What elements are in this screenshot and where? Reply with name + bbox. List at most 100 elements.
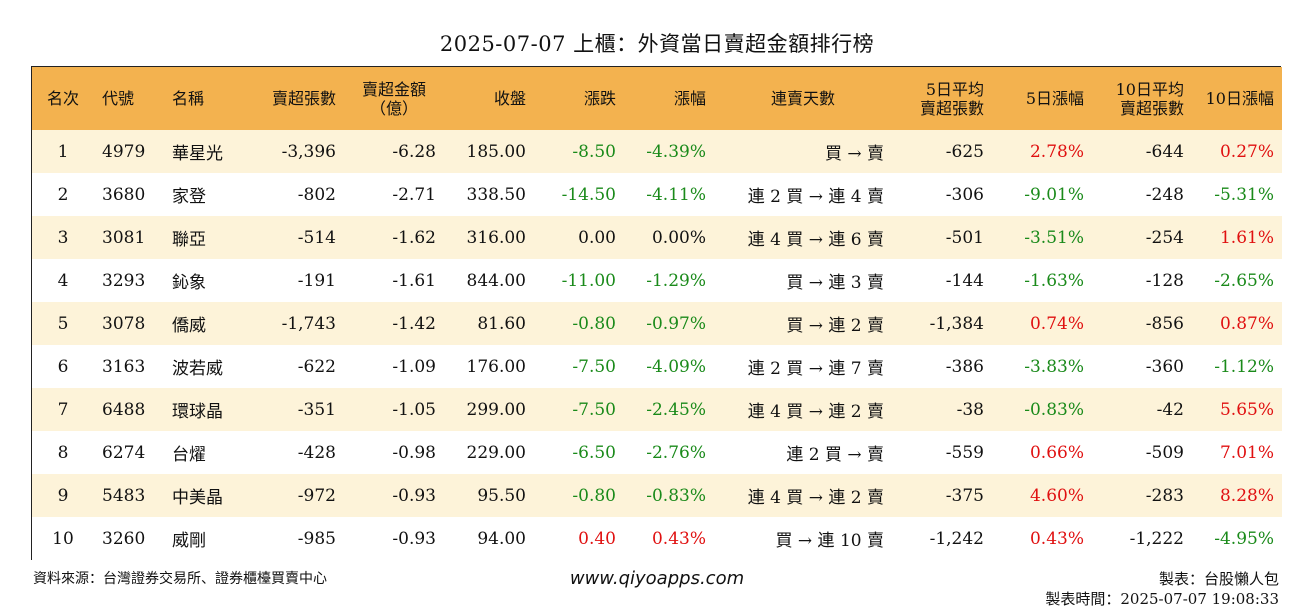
cell-sell-lots: -3,396: [281, 141, 336, 162]
cell-name: 波若威: [172, 359, 223, 379]
cell-close: 338.50: [466, 184, 526, 205]
cell-avg10: -1,222: [1129, 528, 1184, 549]
cell-avg10: -128: [1145, 270, 1184, 291]
cell-sell-lots: -1,743: [281, 313, 336, 334]
data-source-note: 資料來源：台灣證券交易所、證券櫃檯買賣中心: [33, 571, 327, 587]
cell-sell-lots: -514: [297, 227, 336, 248]
cell-name: 威剛: [172, 531, 206, 551]
cell-days: 連 2 買 → 連 4 賣: [747, 187, 884, 207]
header-change: 漲跌: [583, 89, 616, 108]
cell-sell-amount: -1.05: [392, 399, 436, 420]
header-avg5: 5日平均 賣超張數: [892, 67, 992, 130]
table-row: 6 3163 波若威 -622 -1.09 176.00 -7.50 -4.09…: [32, 345, 1282, 388]
cell-pct10: 0.87%: [1219, 313, 1274, 334]
ranking-table: 名次 代號 名稱 賣超張數 賣超金額 （億） 收盤 漲跌 漲幅 連賣天數 5日平均…: [32, 67, 1282, 560]
cell-pct5: 4.60%: [1029, 485, 1084, 506]
cell-pct10: 8.28%: [1219, 485, 1274, 506]
cell-change: -14.50: [561, 184, 616, 205]
maker-note: 製表：台股懶人包: [1158, 570, 1279, 588]
table-row: 8 6274 台燿 -428 -0.98 229.00 -6.50 -2.76%…: [32, 431, 1282, 474]
cell-name: 鈊象: [172, 273, 206, 293]
cell-avg5: -386: [945, 356, 984, 377]
cell-sell-lots: -985: [297, 528, 336, 549]
cell-rank: 1: [57, 141, 69, 162]
cell-pct: 0.43%: [651, 528, 706, 549]
ranking-table-container: 名次 代號 名稱 賣超張數 賣超金額 （億） 收盤 漲跌 漲幅 連賣天數 5日平均…: [31, 66, 1282, 560]
cell-rank: 2: [57, 184, 69, 205]
cell-avg5: -625: [945, 141, 984, 162]
cell-pct10: 1.61%: [1219, 227, 1274, 248]
cell-sell-lots: -428: [297, 442, 336, 463]
header-sell-lots: 賣超張數: [271, 89, 336, 108]
cell-rank: 10: [52, 528, 74, 549]
cell-close: 95.50: [477, 485, 526, 506]
cell-code: 5483: [102, 485, 146, 506]
cell-change: -7.50: [572, 356, 616, 377]
cell-close: 844.00: [466, 270, 526, 291]
cell-change: -8.50: [572, 141, 616, 162]
cell-sell-lots: -191: [297, 270, 336, 291]
cell-days: 買 → 連 10 賣: [775, 531, 885, 551]
cell-avg5: -1,384: [929, 313, 984, 334]
website-link[interactable]: www.qiyoapps.com: [569, 568, 745, 589]
cell-days: 連 4 買 → 連 6 賣: [747, 230, 884, 250]
cell-name: 環球晶: [172, 402, 223, 422]
cell-avg10: -644: [1145, 141, 1184, 162]
cell-pct10: 7.01%: [1219, 442, 1274, 463]
cell-avg5: -144: [945, 270, 984, 291]
cell-close: 299.00: [466, 399, 526, 420]
header-close: 收盤: [493, 89, 526, 108]
cell-avg10: -856: [1145, 313, 1184, 334]
cell-sell-amount: -1.09: [392, 356, 436, 377]
cell-rank: 6: [57, 356, 69, 377]
cell-days: 買 → 連 3 賣: [786, 273, 884, 293]
header-pct: 漲幅: [673, 89, 706, 108]
cell-days: 買 → 賣: [824, 144, 884, 164]
cell-avg5: -1,242: [929, 528, 984, 549]
cell-pct10: -2.65%: [1214, 270, 1274, 291]
cell-avg5: -559: [945, 442, 984, 463]
cell-pct5: -1.63%: [1024, 270, 1084, 291]
cell-avg10: -360: [1145, 356, 1184, 377]
cell-sell-amount: -0.93: [392, 485, 436, 506]
cell-sell-amount: -1.42: [392, 313, 436, 334]
cell-rank: 8: [57, 442, 69, 463]
cell-avg10: -509: [1145, 442, 1184, 463]
cell-code: 3680: [102, 184, 146, 205]
header-avg5-line1: 5日平均: [925, 79, 984, 99]
table-row: 9 5483 中美晶 -972 -0.93 95.50 -0.80 -0.83%…: [32, 474, 1282, 517]
cell-days: 連 4 買 → 連 2 賣: [747, 488, 884, 508]
header-avg10: 10日平均 賣超張數: [1092, 67, 1192, 130]
table-row: 3 3081 聯亞 -514 -1.62 316.00 0.00 0.00% 連…: [32, 216, 1282, 259]
cell-rank: 4: [57, 270, 69, 291]
cell-pct: -4.39%: [646, 141, 706, 162]
cell-pct5: -0.83%: [1024, 399, 1084, 420]
cell-days: 連 2 買 → 連 7 賣: [747, 359, 884, 379]
cell-sell-amount: -0.93: [392, 528, 436, 549]
cell-pct5: 0.66%: [1029, 442, 1084, 463]
cell-days: 連 4 買 → 連 2 賣: [747, 402, 884, 422]
table-row: 10 3260 威剛 -985 -0.93 94.00 0.40 0.43% 買…: [32, 517, 1282, 560]
cell-sell-amount: -1.62: [392, 227, 436, 248]
cell-sell-amount: -1.61: [392, 270, 436, 291]
cell-rank: 7: [57, 399, 69, 420]
cell-name: 華星光: [172, 144, 223, 164]
cell-code: 3078: [102, 313, 146, 334]
cell-sell-lots: -351: [297, 399, 336, 420]
cell-days: 連 2 買 → 賣: [786, 445, 884, 465]
header-avg5-line2: 賣超張數: [919, 98, 984, 118]
cell-name: 僑威: [172, 316, 206, 336]
table-row: 4 3293 鈊象 -191 -1.61 844.00 -11.00 -1.29…: [32, 259, 1282, 302]
cell-pct10: -4.95%: [1214, 528, 1274, 549]
cell-code: 3293: [102, 270, 146, 291]
cell-avg5: -375: [945, 485, 984, 506]
cell-rank: 9: [57, 485, 69, 506]
cell-pct: -1.29%: [646, 270, 706, 291]
cell-code: 3260: [102, 528, 146, 549]
cell-avg5: -501: [945, 227, 984, 248]
header-avg10-line2: 賣超張數: [1119, 98, 1184, 118]
header-pct5: 5日漲幅: [1025, 89, 1084, 108]
cell-close: 81.60: [477, 313, 526, 334]
page-title: 2025-07-07 上櫃：外資當日賣超金額排行榜: [439, 32, 875, 56]
cell-avg10: -283: [1145, 485, 1184, 506]
